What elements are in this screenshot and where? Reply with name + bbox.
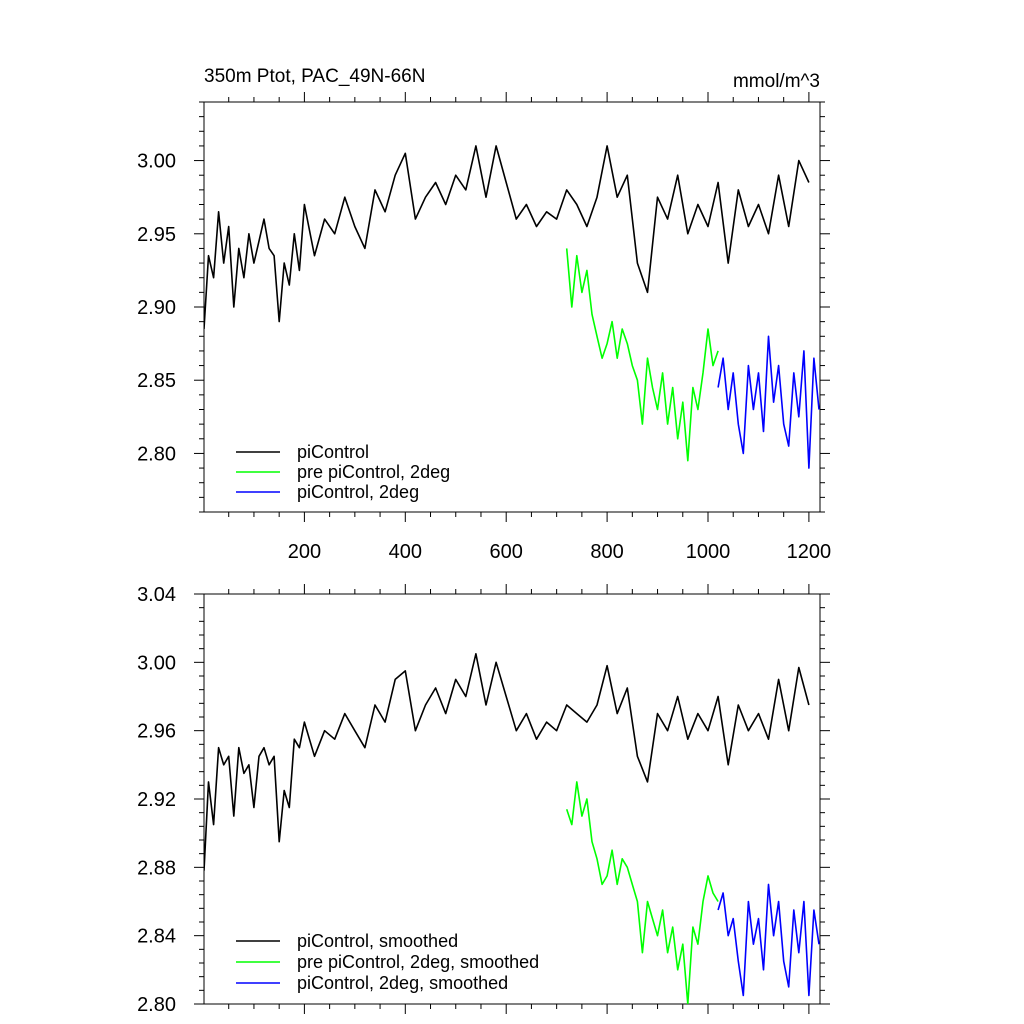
x-tick-label: 400 <box>389 541 422 563</box>
legend-label: pre piControl, 2deg, smoothed <box>297 952 539 972</box>
y-tick-label: 2.95 <box>137 224 176 246</box>
series-line-3 <box>717 335 820 469</box>
x-tick-label: 200 <box>288 541 321 563</box>
x-tick-label: 1000 <box>686 541 731 563</box>
legend-label: piControl, 2deg <box>297 482 419 502</box>
y-tick-label: 2.92 <box>137 789 176 811</box>
x-tick-label: 600 <box>490 541 523 563</box>
x-tick-label: 800 <box>590 541 623 563</box>
y-tick-label: 2.85 <box>137 370 176 392</box>
series-line-2 <box>565 781 719 1004</box>
series-line-1 <box>204 145 810 330</box>
y-tick-label: 2.90 <box>137 297 176 319</box>
y-tick-label: 2.88 <box>137 857 176 879</box>
y-tick-label: 3.00 <box>137 151 176 173</box>
series-line-1 <box>204 652 810 871</box>
y-tick-label: 3.04 <box>137 584 176 606</box>
chart-units: mmol/m^3 <box>733 71 820 92</box>
legend-label: piControl, 2deg, smoothed <box>297 973 508 993</box>
legend-label: piControl, smoothed <box>297 931 458 951</box>
y-tick-label: 3.00 <box>137 652 176 674</box>
series-line-3 <box>717 883 820 997</box>
x-tick-label: 1200 <box>787 541 832 563</box>
series-line-2 <box>565 248 719 462</box>
chart-panel-2: 2.80 2.84 2.88 2.92 2.96 3.00 3.04 piControl, s… <box>137 584 830 1016</box>
y-tick-label: 2.80 <box>137 994 176 1016</box>
y-tick-label: 2.80 <box>137 443 176 465</box>
y-tick-label: 2.84 <box>137 926 176 948</box>
chart-title: 350m Ptot, PAC_49N-66N <box>204 66 425 87</box>
chart-panel-1: 200 400 600 800 1000 1200 2.80 2.85 2.90 2.95 3.00… <box>137 66 831 563</box>
legend-label: pre piControl, 2deg <box>297 462 450 482</box>
y-tick-label: 2.96 <box>137 721 176 743</box>
legend-label: piControl <box>297 442 369 462</box>
